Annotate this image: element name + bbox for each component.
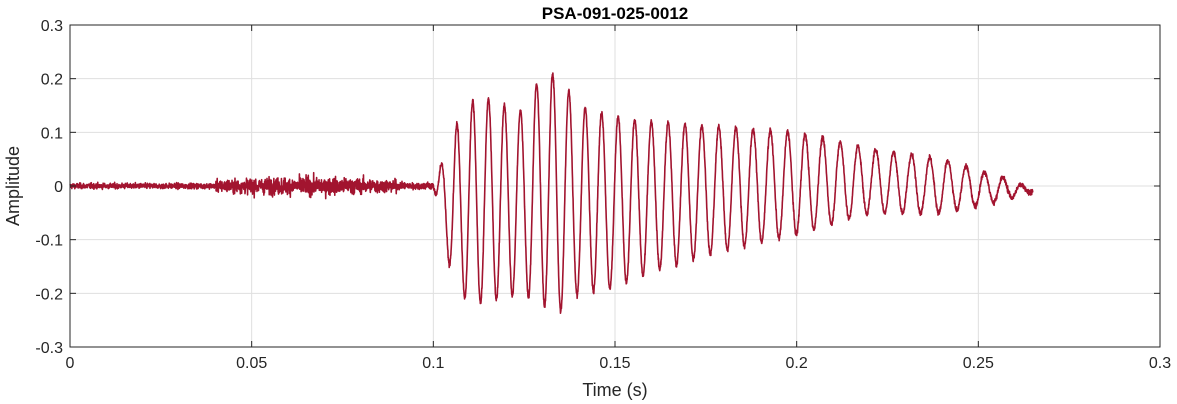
y-axis-label: Amplitude bbox=[3, 146, 23, 226]
y-tick-label: -0.1 bbox=[35, 233, 63, 250]
x-axis-label: Time (s) bbox=[582, 380, 647, 400]
chart-title: PSA-091-025-0012 bbox=[542, 4, 688, 23]
plot-area bbox=[69, 72, 1034, 314]
x-tick-label: 0.2 bbox=[786, 355, 808, 372]
waveform-series-line bbox=[69, 72, 1034, 314]
x-tick-label: 0.05 bbox=[236, 355, 267, 372]
ticks: 0 0.05 0.1 0.15 0.2 0.25 0.3 -0.3 -0.2 -0.1 0 0.1 0.… bbox=[35, 18, 1171, 372]
y-tick-label: -0.3 bbox=[35, 340, 63, 357]
y-tick-label: 0 bbox=[54, 179, 63, 196]
y-tick-label: 0.2 bbox=[41, 72, 63, 89]
y-tick-label: -0.2 bbox=[35, 286, 63, 303]
x-tick-label: 0 bbox=[66, 355, 75, 372]
x-tick-label: 0.3 bbox=[1149, 355, 1171, 372]
y-tick-label: 0.3 bbox=[41, 18, 63, 35]
y-tick-label: 0.1 bbox=[41, 125, 63, 142]
x-tick-label: 0.15 bbox=[599, 355, 630, 372]
x-tick-label: 0.1 bbox=[422, 355, 444, 372]
x-tick-label: 0.25 bbox=[963, 355, 994, 372]
